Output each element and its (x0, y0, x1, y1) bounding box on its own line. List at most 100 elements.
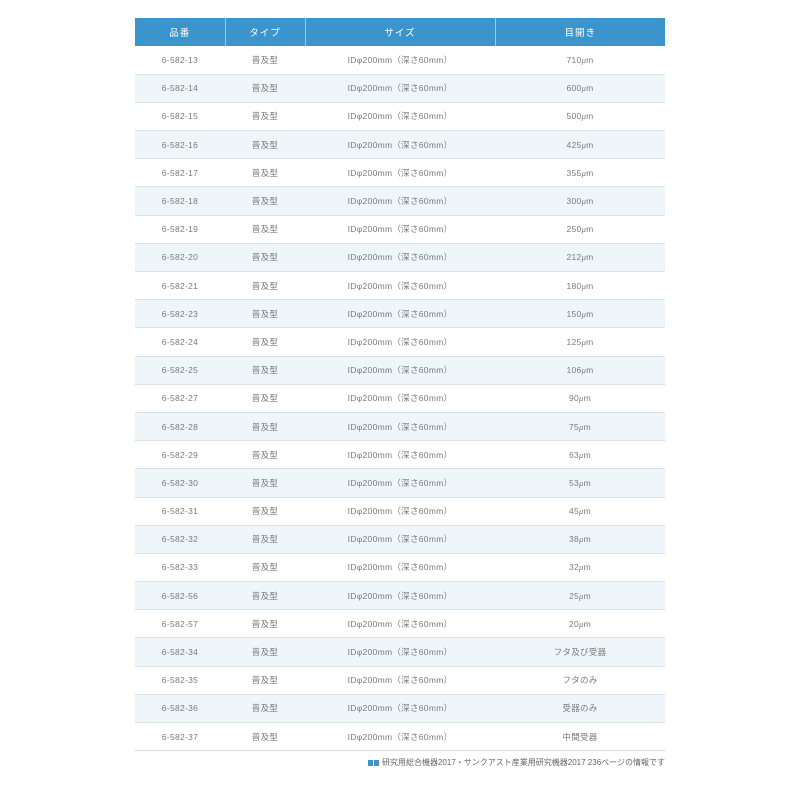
cell-size: IDφ200mm（深さ60mm） (305, 102, 495, 130)
cell-size: IDφ200mm（深さ60mm） (305, 610, 495, 638)
cell-size: IDφ200mm（深さ60mm） (305, 46, 495, 74)
cell-size: IDφ200mm（深さ60mm） (305, 187, 495, 215)
aperture-unit-m: m (584, 562, 591, 572)
cell-type: 普及型 (225, 553, 305, 581)
cell-size: IDφ200mm（深さ60mm） (305, 497, 495, 525)
table-row: 6-582-28普及型IDφ200mm（深さ60mm）75μm (135, 412, 665, 440)
aperture-value: 38 (569, 534, 579, 544)
cell-type: 普及型 (225, 243, 305, 271)
aperture-value: 63 (569, 450, 579, 460)
cell-code: 6-582-23 (135, 300, 225, 328)
cell-type: 普及型 (225, 441, 305, 469)
cell-aperture: 710μm (495, 46, 665, 74)
col-header-type: タイプ (225, 18, 305, 46)
table-row: 6-582-27普及型IDφ200mm（深さ60mm）90μm (135, 384, 665, 412)
cell-type: 普及型 (225, 159, 305, 187)
cell-aperture: フタ及び受器 (495, 638, 665, 666)
aperture-unit-m: m (584, 478, 591, 488)
cell-code: 6-582-19 (135, 215, 225, 243)
col-header-aperture: 目開き (495, 18, 665, 46)
aperture-unit-m: m (586, 309, 593, 319)
cell-code: 6-582-24 (135, 328, 225, 356)
table-row: 6-582-24普及型IDφ200mm（深さ60mm）125μm (135, 328, 665, 356)
cell-aperture: 212μm (495, 243, 665, 271)
cell-code: 6-582-14 (135, 74, 225, 102)
cell-aperture: 25μm (495, 582, 665, 610)
table-row: 6-582-56普及型IDφ200mm（深さ60mm）25μm (135, 582, 665, 610)
cell-code: 6-582-37 (135, 723, 225, 751)
aperture-unit-m: m (586, 252, 593, 262)
table-row: 6-582-20普及型IDφ200mm（深さ60mm）212μm (135, 243, 665, 271)
cell-aperture: 53μm (495, 469, 665, 497)
aperture-unit-m: m (586, 140, 593, 150)
aperture-unit-m: m (586, 196, 593, 206)
cell-type: 普及型 (225, 74, 305, 102)
aperture-unit-m: m (586, 168, 593, 178)
cell-size: IDφ200mm（深さ60mm） (305, 356, 495, 384)
cell-size: IDφ200mm（深さ60mm） (305, 694, 495, 722)
cell-size: IDφ200mm（深さ60mm） (305, 441, 495, 469)
aperture-value: 180 (566, 281, 581, 291)
cell-type: 普及型 (225, 497, 305, 525)
footer-text: 研究用総合機器2017・サンクアスト産業用研究機器2017 236ページの情報で… (382, 757, 665, 768)
table-row: 6-582-29普及型IDφ200mm（深さ60mm）63μm (135, 441, 665, 469)
col-header-code: 品番 (135, 18, 225, 46)
table-row: 6-582-32普及型IDφ200mm（深さ60mm）38μm (135, 525, 665, 553)
aperture-unit-m: m (584, 422, 591, 432)
cell-size: IDφ200mm（深さ60mm） (305, 412, 495, 440)
aperture-unit-m: m (584, 534, 591, 544)
cell-aperture: 250μm (495, 215, 665, 243)
cell-type: 普及型 (225, 187, 305, 215)
cell-type: 普及型 (225, 469, 305, 497)
cell-aperture: 125μm (495, 328, 665, 356)
cell-size: IDφ200mm（深さ60mm） (305, 131, 495, 159)
product-table: 品番 タイプ サイズ 目開き 6-582-13普及型IDφ200mm（深さ60m… (135, 18, 665, 751)
cell-code: 6-582-30 (135, 469, 225, 497)
aperture-unit-m: m (586, 337, 593, 347)
cell-aperture: 中間受器 (495, 723, 665, 751)
aperture-unit-m: m (586, 83, 593, 93)
cell-size: IDφ200mm（深さ60mm） (305, 215, 495, 243)
cell-size: IDφ200mm（深さ60mm） (305, 469, 495, 497)
cell-code: 6-582-56 (135, 582, 225, 610)
cell-size: IDφ200mm（深さ60mm） (305, 384, 495, 412)
aperture-value: 32 (569, 562, 579, 572)
aperture-unit-m: m (584, 393, 591, 403)
table-row: 6-582-13普及型IDφ200mm（深さ60mm）710μm (135, 46, 665, 74)
cell-code: 6-582-16 (135, 131, 225, 159)
aperture-value: 45 (569, 506, 579, 516)
cell-type: 普及型 (225, 638, 305, 666)
table-header: 品番 タイプ サイズ 目開き (135, 18, 665, 46)
aperture-value: 90 (569, 393, 579, 403)
table-row: 6-582-37普及型IDφ200mm（深さ60mm）中間受器 (135, 723, 665, 751)
table-row: 6-582-31普及型IDφ200mm（深さ60mm）45μm (135, 497, 665, 525)
cell-size: IDφ200mm（深さ60mm） (305, 553, 495, 581)
cell-code: 6-582-27 (135, 384, 225, 412)
table-row: 6-582-36普及型IDφ200mm（深さ60mm）受器のみ (135, 694, 665, 722)
cell-code: 6-582-34 (135, 638, 225, 666)
cell-type: 普及型 (225, 300, 305, 328)
cell-type: 普及型 (225, 582, 305, 610)
cell-type: 普及型 (225, 610, 305, 638)
aperture-value: 106 (566, 365, 581, 375)
aperture-value: 425 (566, 140, 581, 150)
aperture-unit-m: m (584, 450, 591, 460)
aperture-value: 710 (566, 55, 581, 65)
cell-aperture: 90μm (495, 384, 665, 412)
cell-size: IDφ200mm（深さ60mm） (305, 272, 495, 300)
cell-size: IDφ200mm（深さ60mm） (305, 159, 495, 187)
table-row: 6-582-15普及型IDφ200mm（深さ60mm）500μm (135, 102, 665, 130)
cell-type: 普及型 (225, 272, 305, 300)
table-row: 6-582-16普及型IDφ200mm（深さ60mm）425μm (135, 131, 665, 159)
cell-aperture: 500μm (495, 102, 665, 130)
cell-type: 普及型 (225, 412, 305, 440)
cell-aperture: 425μm (495, 131, 665, 159)
table-row: 6-582-25普及型IDφ200mm（深さ60mm）106μm (135, 356, 665, 384)
cell-type: 普及型 (225, 694, 305, 722)
cell-aperture: 20μm (495, 610, 665, 638)
cell-size: IDφ200mm（深さ60mm） (305, 723, 495, 751)
cell-type: 普及型 (225, 723, 305, 751)
aperture-value: 75 (569, 422, 579, 432)
aperture-value: 150 (566, 309, 581, 319)
table-row: 6-582-14普及型IDφ200mm（深さ60mm）600μm (135, 74, 665, 102)
